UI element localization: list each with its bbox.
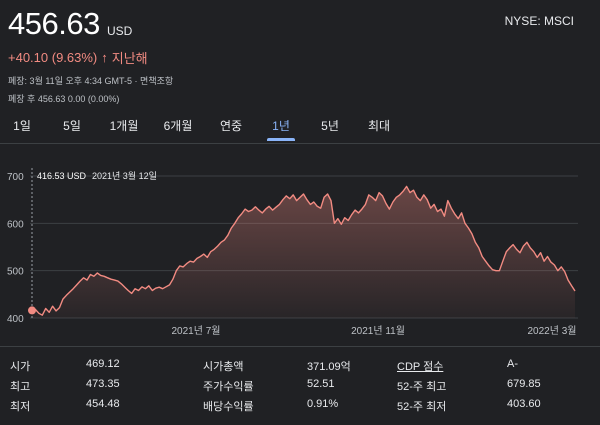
stat-label: 52-주 최고 <box>397 381 447 393</box>
change-period: 지난해 <box>111 51 148 66</box>
price-change: +40.10 (9.63%) ↑ 지난해 <box>8 48 148 67</box>
stat-label: 52-주 최저 <box>397 401 447 413</box>
stat-value: 0.91% <box>307 398 339 410</box>
close-info[interactable]: 폐장: 3월 11일 오후 4:34 GMT-5 · 면책조항 <box>8 76 174 86</box>
stat-label: 시가 <box>10 361 31 373</box>
stat-label: 주가수익률 <box>203 381 254 393</box>
y-tick-label: 400 <box>7 314 24 325</box>
x-tick-label: 2021년 11월 <box>351 325 405 337</box>
tab-4[interactable]: 연중 <box>219 119 243 133</box>
active-tab-indicator <box>267 138 295 141</box>
stock-price: 456.63 <box>8 6 100 41</box>
stat-value: 469.12 <box>86 358 120 370</box>
y-tick-label: 600 <box>7 219 24 230</box>
stat-label: 최저 <box>10 401 31 413</box>
price-area-fill <box>32 186 575 318</box>
after-hours-info: 폐장 후 456.63 0.00 (0.00%) <box>8 94 120 104</box>
tab-5[interactable]: 1년 <box>272 119 290 133</box>
change-text: +40.10 (9.63%) <box>8 50 98 65</box>
tab-2[interactable]: 1개월 <box>109 119 139 133</box>
tab-3[interactable]: 6개월 <box>163 119 193 133</box>
stat-value: 473.35 <box>86 378 120 390</box>
currency-label: USD <box>107 24 133 38</box>
stat-value: 403.60 <box>507 398 541 410</box>
y-tick-label: 500 <box>7 267 24 278</box>
stat-value: 454.48 <box>86 398 120 410</box>
stat-value: 52.51 <box>307 378 335 390</box>
ticker-symbol: NYSE: MSCI <box>504 14 574 28</box>
tab-0[interactable]: 1일 <box>13 119 31 133</box>
price-line <box>31 185 576 316</box>
tab-1[interactable]: 5일 <box>63 119 81 133</box>
tab-7[interactable]: 최대 <box>367 119 391 133</box>
x-tick-label: 2021년 7월 <box>172 325 221 337</box>
tabs-divider <box>0 143 600 144</box>
stat-value: A- <box>507 358 518 370</box>
stat-label: 배당수익률 <box>203 401 254 413</box>
stat-label[interactable]: CDP 점수 <box>397 361 444 373</box>
stat-label: 최고 <box>10 381 31 393</box>
hover-point <box>28 306 36 315</box>
arrow-up-icon: ↑ <box>101 50 108 65</box>
stat-label: 시가총액 <box>203 361 244 373</box>
tooltip-date: 2021년 3월 12일 <box>92 170 157 181</box>
stat-value: 371.09억 <box>307 361 351 373</box>
stat-value: 679.85 <box>507 378 541 390</box>
tab-6[interactable]: 5년 <box>321 119 339 133</box>
stats-divider <box>0 346 600 347</box>
tooltip-price: 416.53 USD <box>37 171 87 181</box>
price-chart[interactable]: 400 500 600 700 416.53 USD 2021년 3월 12일 2021년 … <box>0 150 600 346</box>
x-tick-label: 2022년 3월 <box>528 325 577 337</box>
range-tabs: 1일 5일 1개월 6개월 연중 1년 5년 최대 <box>0 117 600 141</box>
y-tick-label: 700 <box>7 172 24 183</box>
